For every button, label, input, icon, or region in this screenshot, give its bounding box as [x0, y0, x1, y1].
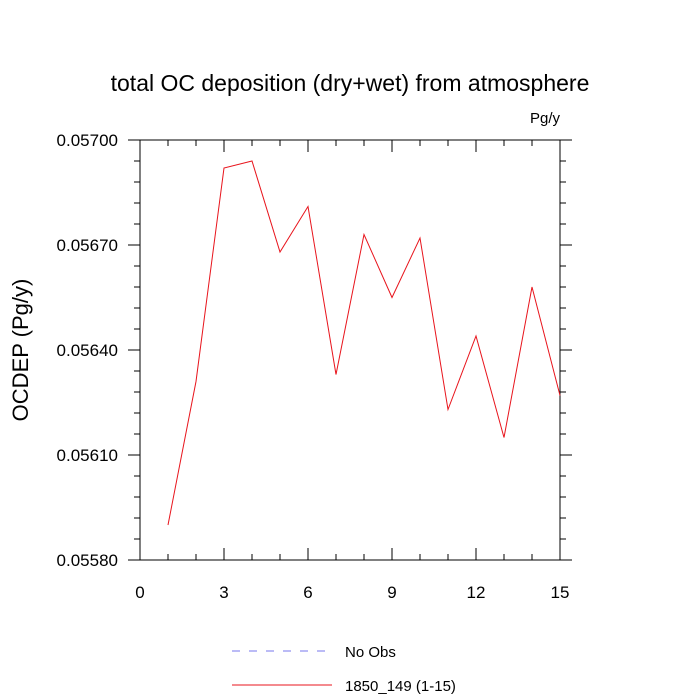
- x-tick-label: 12: [467, 583, 486, 602]
- x-tick-label: 0: [135, 583, 144, 602]
- x-tick-labels: 0 3 6 9 12 15: [135, 583, 569, 602]
- x-tick-label: 15: [551, 583, 570, 602]
- series-group: [167, 160, 561, 526]
- y-tick-label: 0.05580: [57, 551, 118, 570]
- y-tick-labels: 0.05580 0.05610 0.05640 0.05670 0.05700: [57, 131, 118, 570]
- y-tick-label: 0.05700: [57, 131, 118, 150]
- x-tick-label: 9: [387, 583, 396, 602]
- x-tick-label: 6: [303, 583, 312, 602]
- series-line: [167, 160, 561, 526]
- x-tick-label: 3: [219, 583, 228, 602]
- legend-label-series: 1850_149 (1-15): [345, 678, 456, 695]
- legend: No Obs 1850_149 (1-15): [232, 644, 456, 695]
- y-tick-label: 0.05670: [57, 236, 118, 255]
- plot-frame: [139, 139, 561, 561]
- legend-label-no-obs: No Obs: [345, 644, 396, 661]
- y-tick-label: 0.05640: [57, 341, 118, 360]
- y-axis-title: OCDEP (Pg/y): [8, 279, 33, 422]
- y-tick-label: 0.05610: [57, 446, 118, 465]
- chart-title: total OC deposition (dry+wet) from atmos…: [111, 70, 590, 96]
- axis-ticks: [128, 139, 572, 561]
- units-label: Pg/y: [530, 110, 561, 127]
